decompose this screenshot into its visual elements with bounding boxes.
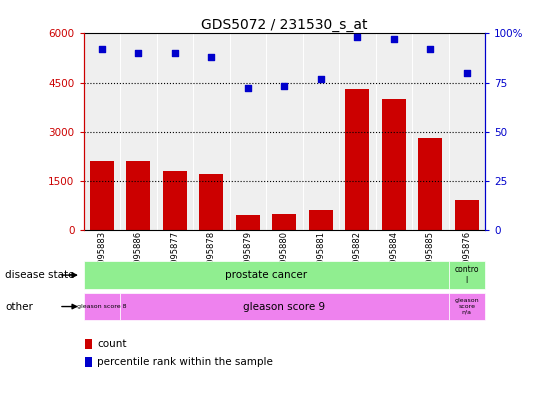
Text: gleason score 9: gleason score 9 [243, 301, 326, 312]
Point [207, 54, 216, 60]
Point [353, 34, 362, 40]
Point [244, 85, 252, 92]
Bar [272, 213, 296, 230]
Bar [193, 33, 230, 230]
Point [462, 70, 471, 76]
Bar [84, 293, 120, 320]
Point [134, 50, 143, 56]
Bar [156, 33, 193, 230]
Bar [90, 161, 114, 230]
Bar [309, 210, 333, 230]
Bar [84, 33, 120, 230]
Point [280, 83, 289, 90]
Bar [339, 33, 376, 230]
Text: other: other [5, 301, 33, 312]
Title: GDS5072 / 231530_s_at: GDS5072 / 231530_s_at [201, 18, 368, 32]
Bar [376, 33, 412, 230]
Point [390, 36, 398, 42]
Text: count: count [97, 339, 127, 349]
Text: disease state: disease state [5, 270, 75, 280]
Bar [266, 33, 302, 230]
Text: contro
l: contro l [454, 265, 479, 285]
Bar [455, 200, 479, 230]
Bar [230, 33, 266, 230]
Bar [412, 33, 448, 230]
Text: gleason
score
n/a: gleason score n/a [454, 298, 479, 315]
Text: percentile rank within the sample: percentile rank within the sample [97, 357, 273, 367]
Bar [163, 171, 186, 230]
Text: prostate cancer: prostate cancer [225, 270, 307, 280]
Bar [448, 33, 485, 230]
Bar [236, 215, 260, 230]
Bar [120, 293, 448, 320]
Bar [345, 89, 369, 230]
Bar [418, 138, 442, 230]
Bar [85, 339, 92, 349]
Point [426, 46, 434, 52]
Bar [120, 33, 156, 230]
Bar [199, 174, 223, 230]
Bar [302, 33, 339, 230]
Point [316, 75, 325, 82]
Point [98, 46, 106, 52]
Bar [448, 293, 485, 320]
Point [170, 50, 179, 56]
Bar [382, 99, 406, 230]
Bar [448, 261, 485, 289]
Text: gleason score 8: gleason score 8 [77, 304, 127, 309]
Bar [127, 161, 150, 230]
Bar [85, 357, 92, 367]
